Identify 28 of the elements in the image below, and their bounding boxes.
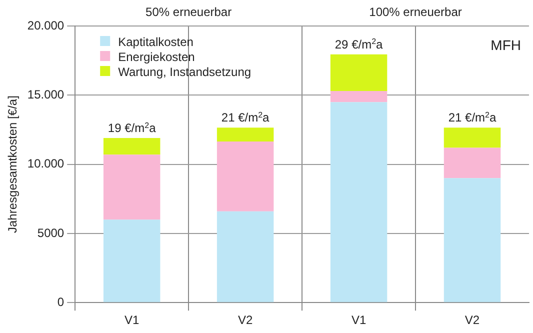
bar	[444, 148, 501, 178]
y-tick-label: 15.000	[27, 87, 64, 102]
y-tick-label: 5000	[37, 226, 64, 240]
y-axis-title: Jahresgesamtkosten [€/a]	[6, 96, 20, 234]
bar	[444, 178, 501, 302]
legend-label: Energiekosten	[118, 50, 195, 64]
text: 100% erneuerbar	[369, 5, 462, 19]
bar	[216, 141, 274, 212]
bar	[330, 54, 388, 91]
bar	[216, 128, 274, 142]
bar	[216, 211, 274, 302]
bar	[103, 138, 160, 155]
legend-label: Kaptitalkosten	[118, 35, 194, 49]
legend-label: Wartung, Instandsetzung	[118, 65, 252, 79]
bar	[330, 102, 388, 302]
annotation: MFH	[490, 37, 522, 53]
bar	[330, 91, 388, 102]
y-tick-label: 10.000	[27, 156, 64, 171]
bar	[103, 220, 160, 302]
y-tick-label: 20.000	[27, 18, 64, 32]
x-tick-label: V2	[238, 313, 253, 328]
x-tick-label: V1	[124, 313, 140, 328]
bar	[444, 128, 501, 148]
y-tick-label: 0	[57, 294, 64, 309]
x-tick-label: V1	[351, 313, 366, 328]
x-tick-label: V2	[464, 313, 480, 328]
text: 50% erneuerbar	[146, 5, 232, 19]
bar	[103, 154, 160, 220]
